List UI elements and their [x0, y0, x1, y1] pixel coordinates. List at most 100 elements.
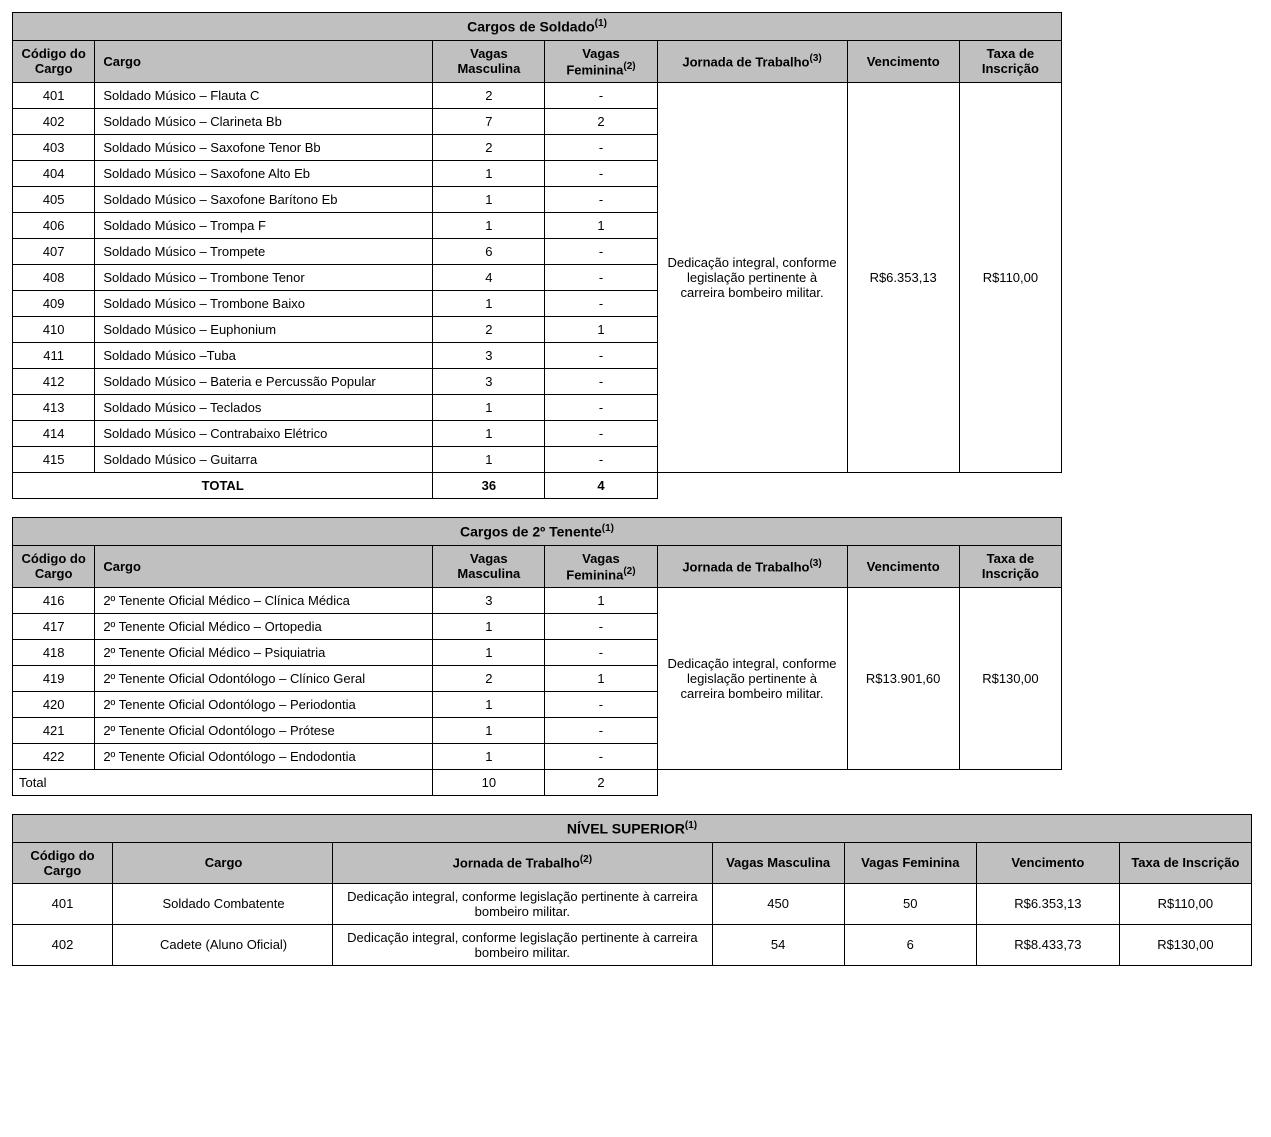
cell-vm: 2: [433, 316, 545, 342]
cell-vm: 450: [712, 883, 844, 924]
cell-vm: 2: [433, 82, 545, 108]
total-vf: 4: [545, 472, 657, 498]
soldado-header-row: Código do Cargo Cargo Vagas Masculina Va…: [13, 40, 1062, 82]
cell-cargo: 2º Tenente Oficial Odontólogo – Prótese: [95, 717, 433, 743]
col-vf: Vagas Feminina: [844, 842, 976, 883]
cell-vf: 1: [545, 587, 657, 613]
cell-vm: 6: [433, 238, 545, 264]
col-cargo: Cargo: [112, 842, 332, 883]
total-label: Total: [13, 769, 433, 795]
col-venc: Vencimento: [976, 842, 1119, 883]
col-jorn-sup: (2): [580, 854, 592, 865]
col-vm: Vagas Masculina: [433, 40, 545, 82]
cell-vm: 1: [433, 186, 545, 212]
cell-code: 402: [13, 108, 95, 134]
cell-cargo: 2º Tenente Oficial Odontólogo – Endodont…: [95, 743, 433, 769]
cell-cargo: Soldado Músico –Tuba: [95, 342, 433, 368]
soldado-table: Cargos de Soldado(1) Código do Cargo Car…: [12, 12, 1062, 499]
cell-code: 417: [13, 613, 95, 639]
cell-vm: 2: [433, 134, 545, 160]
cell-cargo: Soldado Músico – Clarineta Bb: [95, 108, 433, 134]
total-label: TOTAL: [13, 472, 433, 498]
col-vf-text: Vagas Feminina: [566, 551, 623, 582]
cell-cargo: 2º Tenente Oficial Odontólogo – Clínico …: [95, 665, 433, 691]
cell-cargo: Soldado Músico – Euphonium: [95, 316, 433, 342]
cell-vf: -: [545, 420, 657, 446]
cell-cargo: Soldado Músico – Trompa F: [95, 212, 433, 238]
cell-code: 414: [13, 420, 95, 446]
col-vf-sup: (2): [623, 61, 635, 72]
cell-vm: 3: [433, 368, 545, 394]
cell-code: 420: [13, 691, 95, 717]
cell-code: 416: [13, 587, 95, 613]
cell-cargo: Soldado Músico – Saxofone Alto Eb: [95, 160, 433, 186]
tenente-title-sup: (1): [602, 523, 614, 534]
cell-taxa: R$110,00: [959, 82, 1061, 472]
cell-vf: 1: [545, 665, 657, 691]
superior-table: NÍVEL SUPERIOR(1) Código do Cargo Cargo …: [12, 814, 1252, 966]
soldado-title-text: Cargos de Soldado: [467, 19, 595, 35]
cell-vf: -: [545, 264, 657, 290]
cell-vm: 1: [433, 691, 545, 717]
cell-cargo: Soldado Músico – Flauta C: [95, 82, 433, 108]
cell-venc: R$6.353,13: [847, 82, 959, 472]
total-vm: 10: [433, 769, 545, 795]
cell-jornada: Dedicação integral, conforme legislação …: [657, 587, 847, 769]
cell-code: 404: [13, 160, 95, 186]
cell-vf: -: [545, 160, 657, 186]
cell-cargo: Soldado Músico – Saxofone Barítono Eb: [95, 186, 433, 212]
col-jorn-text: Jornada de Trabalho: [682, 54, 809, 69]
cell-code: 413: [13, 394, 95, 420]
col-vm: Vagas Masculina: [712, 842, 844, 883]
cell-vm: 1: [433, 639, 545, 665]
col-jorn-sup: (3): [809, 558, 821, 569]
cell-vm: 1: [433, 613, 545, 639]
cell-venc: R$8.433,73: [976, 924, 1119, 965]
cell-vm: 1: [433, 212, 545, 238]
col-jorn: Jornada de Trabalho(3): [657, 40, 847, 82]
cell-jornada: Dedicação integral, conforme legislação …: [657, 82, 847, 472]
cell-cargo: Soldado Músico – Trombone Baixo: [95, 290, 433, 316]
cell-vf: -: [545, 446, 657, 472]
cell-code: 412: [13, 368, 95, 394]
cell-jorn: Dedicação integral, conforme legislação …: [333, 883, 712, 924]
superior-title-text: NÍVEL SUPERIOR: [567, 821, 685, 837]
col-venc: Vencimento: [847, 40, 959, 82]
col-jorn-text: Jornada de Trabalho: [453, 856, 580, 871]
cell-vf: 2: [545, 108, 657, 134]
cell-vf: -: [545, 613, 657, 639]
cell-vm: 1: [433, 446, 545, 472]
soldado-title: Cargos de Soldado(1): [13, 13, 1062, 41]
cell-vm: 54: [712, 924, 844, 965]
table-row: 402Cadete (Aluno Oficial)Dedicação integ…: [13, 924, 1252, 965]
col-vf: Vagas Feminina(2): [545, 545, 657, 587]
col-cargo: Cargo: [95, 40, 433, 82]
cell-vf: 1: [545, 316, 657, 342]
cell-code: 422: [13, 743, 95, 769]
cell-vm: 1: [433, 394, 545, 420]
cell-vf: 6: [844, 924, 976, 965]
total-vm: 36: [433, 472, 545, 498]
cell-cargo: Soldado Músico – Bateria e Percussão Pop…: [95, 368, 433, 394]
cell-venc: R$13.901,60: [847, 587, 959, 769]
cell-vm: 3: [433, 342, 545, 368]
cell-cargo: 2º Tenente Oficial Médico – Clínica Médi…: [95, 587, 433, 613]
col-vm: Vagas Masculina: [433, 545, 545, 587]
cell-vf: -: [545, 82, 657, 108]
cell-vm: 1: [433, 743, 545, 769]
cell-vf: -: [545, 368, 657, 394]
col-taxa: Taxa de Inscrição: [1119, 842, 1251, 883]
col-vf-sup: (2): [623, 566, 635, 577]
cell-code: 407: [13, 238, 95, 264]
cell-cargo: 2º Tenente Oficial Médico – Ortopedia: [95, 613, 433, 639]
table-row: 401Soldado CombatenteDedicação integral,…: [13, 883, 1252, 924]
superior-header-row: Código do Cargo Cargo Jornada de Trabalh…: [13, 842, 1252, 883]
col-taxa: Taxa de Inscrição: [959, 545, 1061, 587]
cell-jorn: Dedicação integral, conforme legislação …: [333, 924, 712, 965]
table-row: 401Soldado Músico – Flauta C2-Dedicação …: [13, 82, 1062, 108]
col-code: Código do Cargo: [13, 40, 95, 82]
col-code: Código do Cargo: [13, 842, 113, 883]
cell-vf: -: [545, 238, 657, 264]
cell-code: 401: [13, 883, 113, 924]
tenente-total-row: Total 10 2: [13, 769, 1062, 795]
